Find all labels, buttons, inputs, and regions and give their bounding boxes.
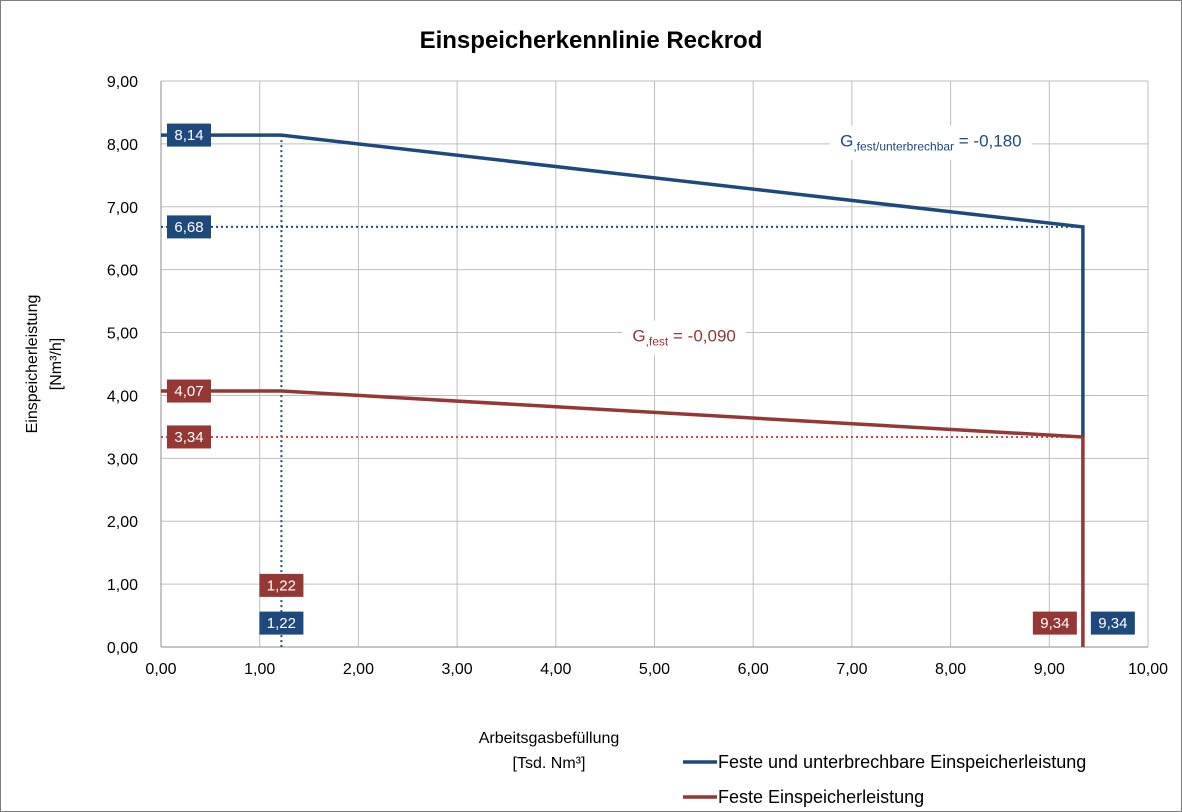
y-tick-label: 1,00 (107, 577, 138, 594)
data-label: 1,22 (259, 611, 304, 635)
x-tick-label: 2,00 (343, 661, 374, 678)
data-label-box (167, 215, 211, 239)
data-label: 9,34 (1032, 611, 1077, 635)
series-line-1 (161, 133, 1085, 437)
data-label-text: 4,07 (174, 383, 203, 400)
y-tick-label: 8,00 (107, 137, 138, 154)
data-label: 3,34 (167, 425, 211, 449)
y-axis-label: Einspeicherleistung (24, 295, 41, 434)
y-tick-label: 0,00 (107, 640, 138, 657)
x-tick-label: 9,00 (1034, 661, 1065, 678)
chart-title: Einspeicherkennlinie Reckrod (420, 27, 763, 54)
y-tick-label: 5,00 (107, 326, 138, 343)
data-label: 9,34 (1090, 611, 1135, 635)
y-tick-label: 4,00 (107, 388, 138, 405)
x-tick-label: 7,00 (836, 661, 867, 678)
data-label-box (167, 425, 211, 449)
annotation-background (622, 320, 746, 355)
legend-label-1: Feste und unterbrechbare Einspeicherleis… (718, 752, 1086, 772)
data-label-text: 6,68 (174, 219, 203, 236)
annotation-background (830, 125, 1032, 160)
data-label-box (1032, 611, 1077, 635)
x-tick-label: 3,00 (442, 661, 473, 678)
data-label-box (1090, 611, 1135, 635)
series-lines (161, 133, 1085, 647)
data-label-box (167, 379, 211, 403)
grid (160, 80, 1149, 648)
y-axis-unit: [Nm³/h] (48, 338, 65, 390)
x-tick-label: 8,00 (935, 661, 966, 678)
gradient-annotation: G,fest/unterbrechbar = -0,180 (830, 125, 1032, 160)
x-tick-label: 1,00 (244, 661, 275, 678)
data-label: 1,22 (259, 573, 304, 597)
data-label: 4,07 (167, 379, 211, 403)
x-tick-label: 6,00 (738, 661, 769, 678)
x-axis-label: Arbeitsgasbefüllung (479, 730, 620, 747)
y-tick-label: 7,00 (107, 200, 138, 217)
y-tick-label: 6,00 (107, 263, 138, 280)
x-axis-unit: [Tsd. Nm³] (513, 755, 586, 772)
x-tick-labels: 0,00 1,00 2,00 3,00 4,00 5,00 6,00 7,00 8,00 9,00… (145, 661, 1168, 678)
data-label-text: 9,34 (1098, 615, 1127, 632)
annotations: G,fest/unterbrechbar = -0,180 G,fest = -0… (622, 125, 1032, 355)
annotation-text: G,fest = -0,090 (632, 327, 736, 349)
data-label-text: 3,34 (174, 429, 203, 446)
gradient-annotation: G,fest = -0,090 (622, 320, 746, 355)
x-tick-label: 0,00 (145, 661, 176, 678)
data-label-text: 9,34 (1040, 615, 1069, 632)
series-line-2 (161, 389, 1085, 647)
data-label: 8,14 (167, 123, 211, 147)
data-label-text: 8,14 (174, 127, 203, 144)
data-label-text: 1,22 (267, 577, 296, 594)
data-label-box (259, 611, 304, 635)
x-tick-label: 4,00 (540, 661, 571, 678)
y-tick-labels: 0,00 1,00 2,00 3,00 4,00 5,00 6,00 7,00 8,00 9,00 (107, 74, 138, 657)
data-labels: 8,14 6,68 4,07 3,34 1,22 1,22 9,34 9,34 (167, 123, 1135, 635)
x-tick-label: 10,00 (1128, 661, 1168, 678)
annotation-text: G,fest/unterbrechbar = -0,180 (840, 132, 1022, 154)
data-label-box (167, 123, 211, 147)
data-label-text: 1,22 (267, 615, 296, 632)
legend-label-2: Feste Einspeicherleistung (718, 787, 924, 807)
data-label: 6,68 (167, 215, 211, 239)
y-tick-label: 9,00 (107, 74, 138, 91)
y-tick-label: 3,00 (107, 451, 138, 468)
data-label-box (259, 573, 304, 597)
legend: Feste und unterbrechbare Einspeicherleis… (683, 752, 1086, 807)
x-tick-label: 5,00 (639, 661, 670, 678)
y-tick-label: 2,00 (107, 514, 138, 531)
